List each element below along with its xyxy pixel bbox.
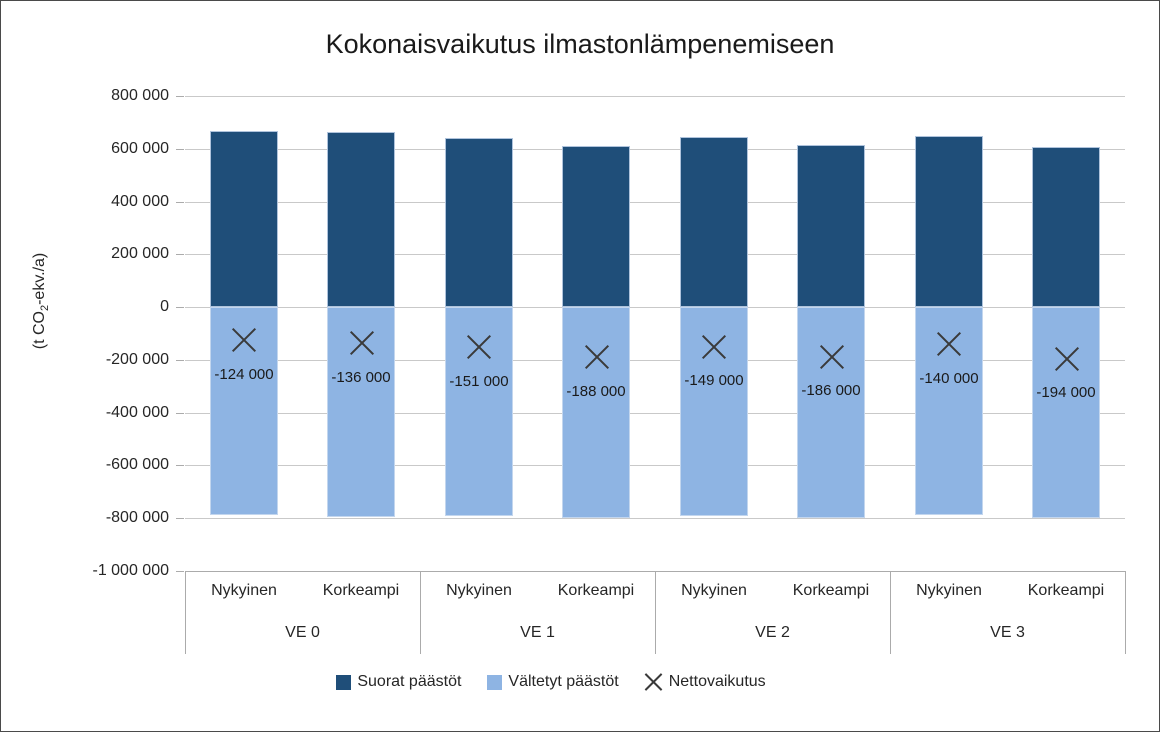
- net-value-label: -151 000: [449, 373, 509, 390]
- category-label: Nykyinen: [681, 582, 747, 599]
- gridline: [185, 413, 1125, 414]
- y-axis-tick-label: -800 000: [105, 509, 169, 526]
- legend-label-suorat: Suorat päästöt: [357, 673, 462, 690]
- y-axis-tick: [176, 465, 184, 466]
- bar-valtetyt-paastot: [562, 307, 630, 518]
- bar-suorat-paastot: [327, 132, 395, 307]
- y-axis-tick: [176, 413, 184, 414]
- y-axis-tick-label: 600 000: [111, 140, 169, 157]
- bar-valtetyt-paastot: [915, 307, 983, 515]
- legend: Suorat päästöt Vältetyt päästöt Nettovai…: [1, 670, 1101, 694]
- y-axis-tick-label: 0: [160, 298, 169, 315]
- net-value-label: -194 000: [1036, 384, 1096, 401]
- net-marker-icon: [819, 344, 844, 369]
- y-axis-title-text: (t CO: [31, 311, 48, 350]
- y-axis-tick-label: -400 000: [105, 404, 169, 421]
- gridline: [185, 149, 1125, 150]
- y-axis-tick: [176, 360, 184, 361]
- bar-suorat-paastot: [915, 136, 983, 307]
- legend-item-nettovaikutus: Nettovaikutus: [644, 673, 766, 691]
- gridline: [185, 518, 1125, 519]
- net-marker-icon: [466, 334, 491, 359]
- category-label: Nykyinen: [446, 582, 512, 599]
- gridline: [185, 465, 1125, 466]
- net-value-label: -136 000: [331, 369, 391, 386]
- gridline: [185, 202, 1125, 203]
- legend-item-suorat-paastot: Suorat päästöt: [336, 673, 461, 691]
- net-value-label: -188 000: [566, 383, 626, 400]
- gridline: [185, 360, 1125, 361]
- category-label: Korkeampi: [1027, 582, 1105, 599]
- legend-label-valtetyt: Vältetyt päästöt: [508, 673, 619, 690]
- y-axis-tick: [176, 96, 184, 97]
- bar-suorat-paastot: [562, 146, 630, 307]
- category-label: Korkeampi: [322, 582, 400, 599]
- category-label: Korkeampi: [792, 582, 870, 599]
- category-group-divider: [420, 571, 421, 654]
- bar-suorat-paastot: [445, 138, 513, 307]
- bar-suorat-paastot: [680, 137, 748, 307]
- legend-item-valtetyt-paastot: Vältetyt päästöt: [487, 673, 619, 691]
- bar-valtetyt-paastot: [797, 307, 865, 518]
- net-value-label: -124 000: [214, 366, 274, 383]
- y-axis-tick: [176, 518, 184, 519]
- net-value-label: -140 000: [919, 370, 979, 387]
- y-axis-tick: [176, 307, 184, 308]
- y-axis-tick: [176, 202, 184, 203]
- category-label: Nykyinen: [211, 582, 277, 599]
- bar-valtetyt-paastot: [445, 307, 513, 516]
- bar-suorat-paastot: [1032, 147, 1100, 307]
- category-group-divider: [185, 571, 186, 654]
- category-group-divider: [890, 571, 891, 654]
- x-marker-icon: [644, 673, 663, 691]
- gridline: [185, 307, 1125, 308]
- category-label: Nykyinen: [916, 582, 982, 599]
- legend-label-netto: Nettovaikutus: [668, 673, 766, 690]
- bar-valtetyt-paastot: [1032, 307, 1100, 518]
- y-axis-tick-label: -200 000: [105, 351, 169, 368]
- y-axis-tick: [176, 571, 184, 572]
- gridline: [185, 254, 1125, 255]
- category-label: Korkeampi: [557, 582, 635, 599]
- legend-swatch-suorat-icon: [336, 674, 352, 690]
- net-marker-icon: [1054, 346, 1079, 371]
- y-axis-tick-label: 400 000: [111, 193, 169, 210]
- y-axis-tick-label: -600 000: [105, 456, 169, 473]
- gridline: [185, 96, 1125, 97]
- y-axis-tick: [176, 149, 184, 150]
- net-value-label: -149 000: [684, 372, 744, 389]
- group-label: VE 0: [285, 624, 320, 641]
- group-label: VE 3: [990, 624, 1025, 641]
- group-label: VE 2: [755, 624, 790, 641]
- net-marker-icon: [936, 331, 961, 356]
- group-label: VE 1: [520, 624, 555, 641]
- legend-swatch-valtetyt-icon: [487, 674, 503, 690]
- net-value-label: -186 000: [801, 382, 861, 399]
- bar-suorat-paastot: [797, 145, 865, 307]
- y-axis-tick: [176, 254, 184, 255]
- category-group-divider: [655, 571, 656, 654]
- net-marker-icon: [584, 344, 609, 369]
- chart-title: Kokonaisvaikutus ilmastonlämpenemiseen: [325, 29, 835, 59]
- legend-x-mark-icon: [644, 673, 663, 691]
- net-marker-icon: [701, 334, 726, 359]
- net-marker-icon: [349, 330, 374, 355]
- category-group-divider: [1125, 571, 1126, 654]
- net-marker-icon: [231, 327, 256, 352]
- bar-valtetyt-paastot: [680, 307, 748, 516]
- y-axis-tick-label: 200 000: [111, 245, 169, 262]
- y-axis-tick-label: 800 000: [111, 87, 169, 104]
- y-axis-tick-label: -1 000 000: [92, 562, 169, 579]
- bar-suorat-paastot: [210, 131, 278, 307]
